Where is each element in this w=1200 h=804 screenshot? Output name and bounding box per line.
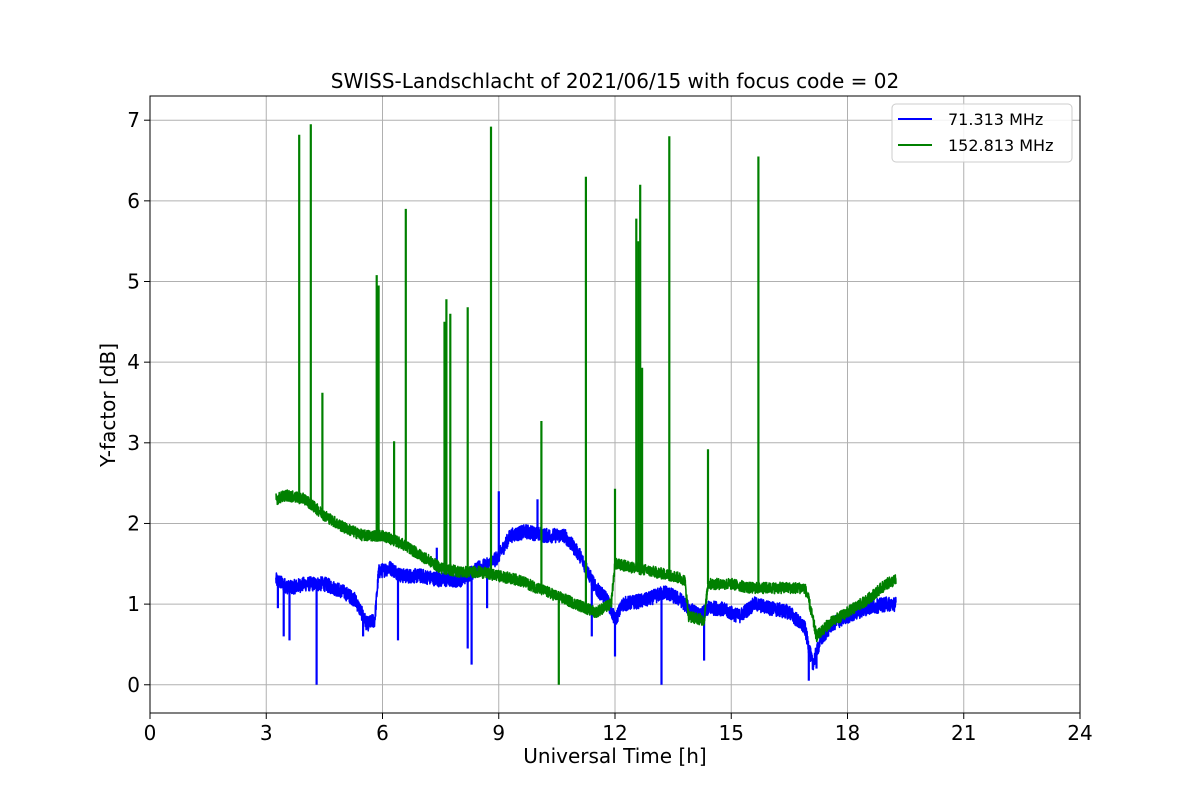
x-tick-label: 9 — [492, 721, 505, 745]
x-tick-label: 12 — [602, 721, 627, 745]
chart-title: SWISS-Landschlacht of 2021/06/15 with fo… — [331, 69, 899, 93]
y-tick-label: 2 — [127, 511, 140, 535]
y-tick-label: 3 — [127, 431, 140, 455]
y-tick-label: 4 — [127, 350, 140, 374]
legend-label-71mhz: 71.313 MHz — [948, 110, 1043, 129]
x-tick-label: 0 — [144, 721, 157, 745]
series-1 — [275, 124, 897, 685]
y-tick-label: 0 — [127, 673, 140, 697]
series-layer — [275, 124, 897, 685]
legend-label-152mhz: 152.813 MHz — [948, 136, 1053, 155]
y-tick-label: 1 — [127, 592, 140, 616]
x-tick-label: 6 — [376, 721, 389, 745]
y-axis-label: Y-factor [dB] — [96, 343, 120, 468]
x-tick-label: 15 — [719, 721, 744, 745]
legend: 71.313 MHz 152.813 MHz — [891, 103, 1073, 163]
x-tick-label: 21 — [951, 721, 976, 745]
x-tick-label: 3 — [260, 721, 273, 745]
y-tick-label: 7 — [127, 108, 140, 132]
y-tick-label: 5 — [127, 270, 140, 294]
legend-box — [891, 103, 1073, 163]
x-axis-label: Universal Time [h] — [523, 744, 706, 768]
y-tick-label: 6 — [127, 189, 140, 213]
x-tick-label: 24 — [1067, 721, 1092, 745]
x-tick-label: 18 — [835, 721, 860, 745]
